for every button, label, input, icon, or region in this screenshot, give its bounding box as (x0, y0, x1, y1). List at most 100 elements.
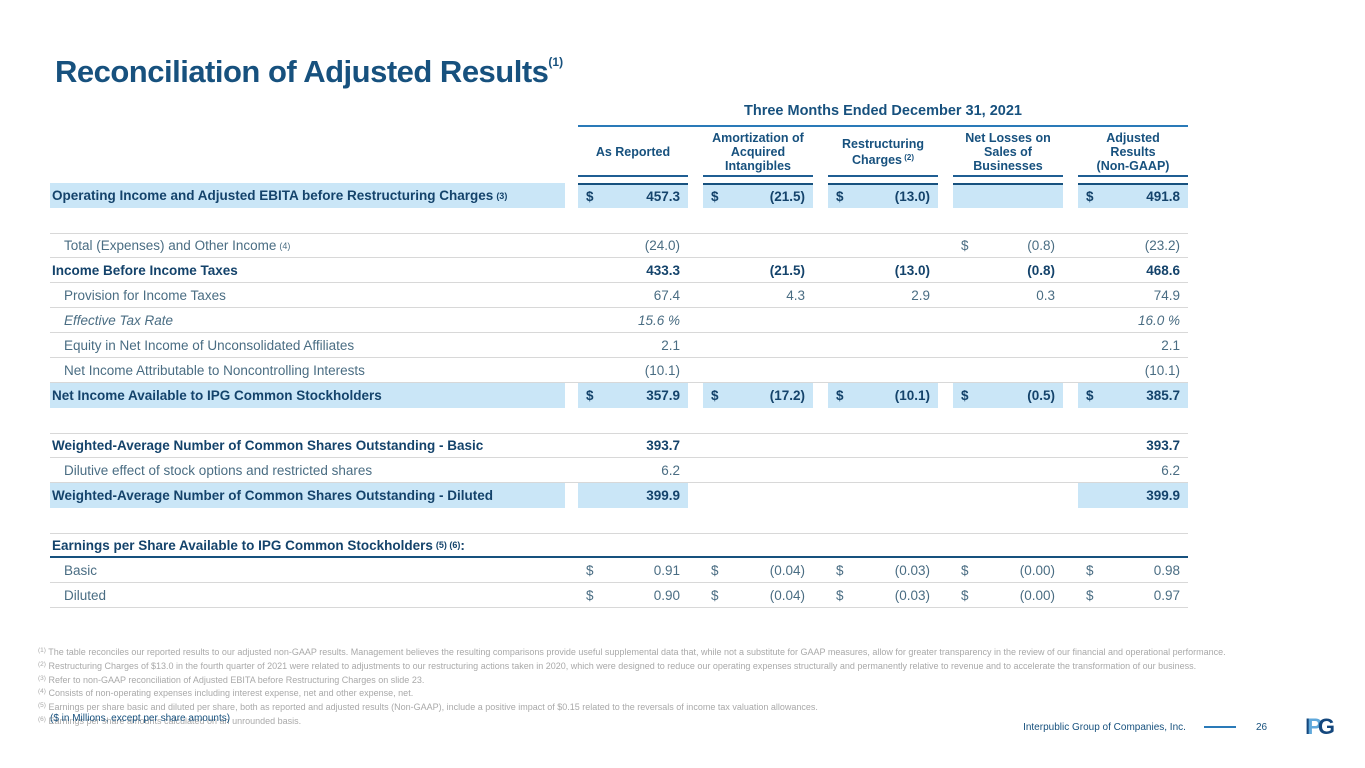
value-cell: 15.6 % (578, 308, 688, 332)
value-cell: 2.9 (828, 283, 938, 307)
footnotes: (1) The table reconciles our reported re… (38, 645, 1338, 728)
currency-sign: $ (586, 388, 594, 403)
value-cell (828, 333, 938, 357)
value-cell: $0.98 (1078, 558, 1188, 582)
value-cell: (13.0) (828, 258, 938, 282)
value-cell: $ (13.0) (828, 183, 938, 208)
cell-value: 2.9 (911, 287, 930, 303)
value-cell: $457.3 (578, 183, 688, 208)
value-cell: $ (0.00) (953, 558, 1063, 582)
logo-letter-p: P (1307, 714, 1322, 739)
cell-value: 67.4 (653, 287, 680, 303)
cell-value: 0.98 (1153, 562, 1180, 578)
footnote-text: Earnings per share basic and diluted per… (45, 702, 818, 713)
value-cell (703, 483, 813, 508)
column-footnote-marker: (2) (902, 152, 915, 162)
currency-sign: $ (1086, 587, 1094, 603)
table-row: Provision for Income Taxes 67.4 4.3 2.9 0.3 7… (50, 283, 1188, 308)
currency-sign: $ (586, 189, 594, 204)
column-header: Adjusted Results (Non-GAAP) (1078, 130, 1188, 177)
table-row: Net Income Attributable to Noncontrollin… (50, 358, 1188, 383)
cell-value: (13.0) (894, 262, 930, 278)
row-footnote-marker: (5) (6) (435, 540, 461, 550)
value-cell: $ (0.03) (828, 558, 938, 582)
currency-sign: $ (961, 562, 969, 578)
table-row: Earnings per Share Available to IPG Comm… (50, 533, 1188, 558)
row-label: Weighted-Average Number of Common Shares… (50, 483, 565, 508)
row-spacer (50, 408, 1188, 433)
value-cell (703, 234, 813, 257)
row-label: Effective Tax Rate (64, 312, 174, 328)
footnote-text: Earnings per share amounts calculated on… (45, 715, 302, 726)
cell-value: (0.00) (1019, 562, 1055, 578)
value-cell: $ (0.5) (953, 383, 1063, 408)
cell-value: (0.03) (894, 587, 930, 603)
value-cell (953, 333, 1063, 357)
company-name: Interpublic Group of Companies, Inc. (1023, 721, 1186, 733)
value-cell: 468.6 (1078, 258, 1188, 282)
logo-letter-i: I (1305, 714, 1311, 739)
value-cell: $491.8 (1078, 183, 1188, 208)
cell-value: (0.00) (1019, 587, 1055, 603)
value-cell (828, 483, 938, 508)
footnote-text: The table reconciles our reported result… (45, 647, 1226, 657)
cell-value: 0.3 (1036, 287, 1055, 303)
units-note: ($ in Millions, except per share amounts… (50, 713, 231, 724)
cell-value: (21.5) (769, 189, 805, 204)
value-cell (828, 234, 938, 257)
currency-sign: $ (711, 189, 719, 204)
reconciliation-table: Operating Income and Adjusted EBITA befo… (50, 183, 1188, 608)
cell-value: (23.2) (1144, 238, 1180, 253)
cell-value: 399.9 (646, 488, 680, 503)
value-cell: 4.3 (703, 283, 813, 307)
cell-value: 6.2 (661, 462, 680, 478)
currency-sign: $ (836, 388, 844, 403)
cell-value: 4.3 (786, 287, 805, 303)
value-cell (703, 358, 813, 382)
page-title-text: Reconciliation of Adjusted Results (55, 54, 549, 89)
value-cell (703, 333, 813, 357)
cell-value: (10.1) (644, 362, 680, 378)
cell-value: (0.03) (894, 562, 930, 578)
cell-value: (13.0) (894, 189, 930, 204)
currency-sign: $ (711, 388, 719, 403)
footnote-marker: (5) (38, 702, 46, 710)
value-cell: 399.9 (578, 483, 688, 508)
footnote: (6) Earnings per share amounts calculate… (38, 714, 1338, 728)
value-cell: $385.7 (1078, 383, 1188, 408)
value-cell: 0.3 (953, 283, 1063, 307)
row-label: Provision for Income Taxes (64, 287, 226, 303)
row-label: Net Income Attributable to Noncontrollin… (64, 362, 365, 378)
value-cell: $357.9 (578, 383, 688, 408)
cell-value: 385.7 (1146, 388, 1180, 403)
table-row: Operating Income and Adjusted EBITA befo… (50, 183, 1188, 208)
value-cell: 393.7 (1078, 434, 1188, 457)
value-cell: $0.90 (578, 583, 688, 607)
cell-value: 74.9 (1153, 287, 1180, 303)
cell-value: (0.8) (1027, 238, 1055, 253)
currency-sign: $ (1086, 189, 1094, 204)
row-footnote-marker: (3) (496, 190, 508, 201)
value-cell: 74.9 (1078, 283, 1188, 307)
title-footnote-marker: (1) (548, 55, 564, 69)
value-cell (703, 308, 813, 332)
value-cell (703, 434, 813, 457)
cell-value: 15.6 % (637, 312, 680, 328)
cell-value: 457.3 (646, 189, 680, 204)
footnote-marker: (3) (38, 674, 46, 682)
row-footnote-marker: (4) (279, 240, 291, 251)
cell-value: (24.0) (644, 238, 680, 253)
value-cell: $ (17.2) (703, 383, 813, 408)
cell-value: 468.6 (1146, 262, 1180, 278)
value-cell: 6.2 (578, 458, 688, 482)
column-headers: As Reported Amortization of Acquired Intang… (578, 130, 1188, 177)
footnote: (5) Earnings per share basic and diluted… (38, 700, 1338, 714)
value-cell (953, 483, 1063, 508)
row-label: Total (Expenses) and Other Income (4) (64, 238, 291, 253)
value-cell: (10.1) (1078, 358, 1188, 382)
cell-value: 2.1 (661, 337, 680, 353)
value-cell: $ (0.03) (828, 583, 938, 607)
cell-value: (21.5) (769, 262, 805, 278)
currency-sign: $ (586, 562, 594, 578)
footnote-text: Consists of non-operating expenses inclu… (45, 688, 414, 699)
